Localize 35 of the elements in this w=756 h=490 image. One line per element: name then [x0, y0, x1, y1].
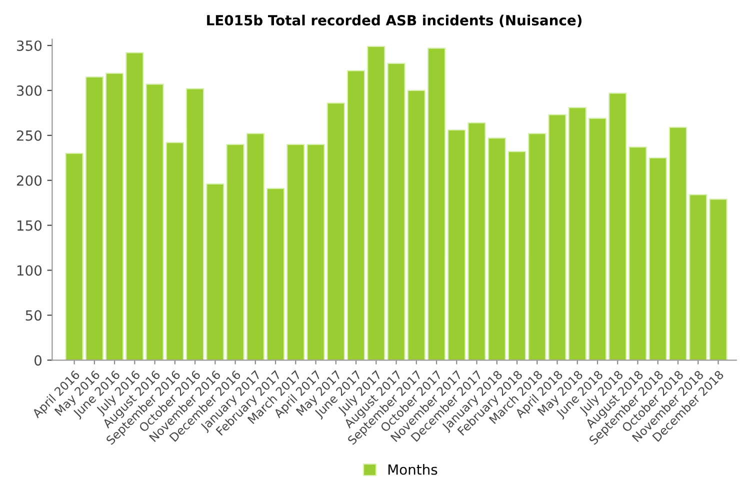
y-tick-label: 300 — [16, 85, 42, 96]
chart-title: LE015b Total recorded ASB incidents (Nuisance) — [207, 14, 582, 28]
bar — [648, 157, 667, 360]
y-tick-label: 350 — [16, 40, 42, 51]
bar — [709, 198, 728, 360]
bar — [346, 70, 366, 360]
y-tick-label: 200 — [16, 175, 42, 186]
bar — [508, 151, 526, 360]
bar — [85, 76, 104, 360]
bar — [628, 146, 647, 360]
bar — [608, 92, 627, 360]
bar — [246, 133, 265, 360]
bar — [468, 122, 486, 360]
y-tick-label: 100 — [17, 265, 42, 276]
y-tick-label: 150 — [17, 220, 42, 231]
bar — [326, 102, 346, 360]
legend-label: Months — [388, 464, 438, 475]
y-tick-label: 0 — [34, 355, 42, 366]
bar — [407, 90, 426, 360]
y-tick-label: 250 — [16, 130, 42, 141]
bar — [548, 114, 566, 360]
bar — [266, 188, 285, 360]
bar — [568, 106, 586, 360]
bar — [588, 118, 607, 360]
bar — [689, 194, 708, 360]
bar — [488, 138, 506, 360]
bar — [427, 48, 446, 360]
bar — [65, 152, 84, 360]
y-tick-label: 50 — [26, 310, 42, 321]
bar — [528, 133, 546, 360]
bar — [186, 88, 204, 360]
bar — [105, 72, 124, 360]
bar — [166, 142, 184, 360]
bar — [668, 126, 688, 360]
bar — [448, 129, 466, 360]
